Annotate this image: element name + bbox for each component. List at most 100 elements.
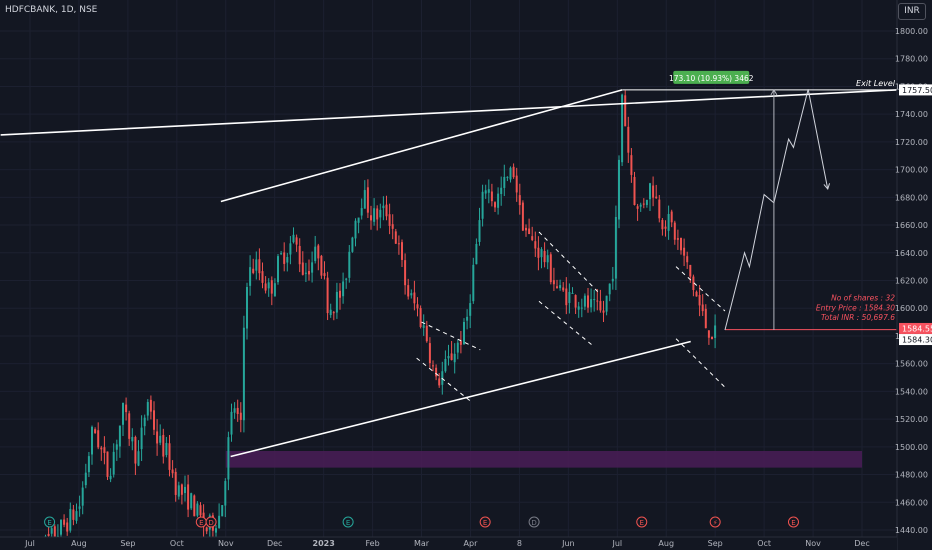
- candle: [444, 350, 447, 373]
- candle: [97, 422, 100, 450]
- candle: [596, 289, 599, 311]
- candle: [701, 294, 704, 316]
- candle-body: [565, 288, 568, 306]
- candle: [149, 395, 152, 420]
- candle-body: [298, 245, 301, 265]
- candle: [652, 176, 655, 207]
- candle-body: [667, 214, 670, 231]
- candle: [112, 443, 115, 478]
- candle: [469, 294, 472, 329]
- event-marker-glyph: E: [791, 519, 795, 527]
- candle: [692, 274, 695, 297]
- candle-body: [246, 287, 248, 329]
- candle-body: [193, 495, 196, 517]
- candle-body: [552, 280, 555, 285]
- candle: [218, 503, 221, 529]
- x-tick-label: Oct: [170, 539, 184, 548]
- candle: [103, 436, 106, 465]
- candle-body: [676, 238, 679, 240]
- candle-body: [66, 522, 69, 532]
- candle: [177, 481, 180, 500]
- candle: [512, 163, 515, 179]
- candle-body: [509, 167, 512, 180]
- candle-body: [301, 262, 304, 275]
- candle: [304, 262, 307, 283]
- demand-zone: [225, 450, 862, 468]
- candle: [357, 217, 360, 234]
- event-marker-icon: ⚡: [709, 516, 721, 528]
- candle-body: [131, 436, 134, 442]
- event-marker-icon: D: [205, 516, 217, 528]
- candle: [450, 341, 453, 361]
- candle: [292, 227, 295, 244]
- candle-body: [475, 243, 478, 265]
- gain-label: 173.10 (10.93%) 3462: [669, 74, 754, 83]
- candle: [649, 182, 651, 211]
- event-marker-glyph: E: [346, 519, 350, 527]
- candle-body: [611, 278, 614, 282]
- trendline: [230, 340, 691, 458]
- candle-body: [419, 308, 422, 327]
- candle-body: [227, 437, 230, 480]
- candle-body: [345, 278, 348, 280]
- candle: [187, 474, 190, 518]
- candle: [137, 440, 140, 467]
- candle: [81, 481, 84, 515]
- candle-body: [106, 451, 109, 477]
- candle-body: [692, 276, 695, 291]
- candle: [153, 401, 155, 436]
- candle: [100, 445, 103, 461]
- candle: [308, 259, 310, 281]
- candle-body: [534, 241, 537, 249]
- candle-body: [323, 273, 326, 276]
- candle-body: [711, 336, 713, 339]
- candle-body: [264, 283, 267, 291]
- candle: [84, 463, 87, 489]
- candle-body: [525, 227, 527, 231]
- candle: [680, 237, 682, 255]
- currency-button[interactable]: INR: [898, 3, 926, 20]
- candle-body: [658, 199, 661, 219]
- candle-body: [289, 243, 292, 255]
- event-marker-glyph: D: [531, 519, 536, 527]
- candle-body: [326, 277, 329, 314]
- candle-body: [187, 484, 190, 510]
- x-tick-label: Oct: [757, 539, 771, 548]
- y-tick-label: 1620.00: [895, 277, 928, 286]
- event-marker-glyph: E: [47, 519, 51, 527]
- candle-body: [304, 272, 307, 274]
- candle-body: [84, 472, 87, 486]
- candle: [525, 224, 527, 237]
- candle: [568, 283, 571, 314]
- candle-body: [317, 245, 320, 259]
- candle: [428, 337, 431, 368]
- candle-body: [463, 321, 465, 345]
- candle: [484, 184, 487, 199]
- x-tick-label: Aug: [658, 539, 674, 548]
- price-tag-label: 1584.55: [902, 324, 932, 333]
- candle: [608, 283, 611, 302]
- candle-body: [642, 203, 645, 205]
- y-tick-label: 1720.00: [895, 138, 928, 147]
- candles: [29, 90, 717, 550]
- candle-body: [447, 356, 450, 359]
- candle: [407, 278, 410, 300]
- candle-body: [115, 444, 118, 450]
- candle: [599, 289, 602, 313]
- candle: [447, 344, 450, 366]
- candle: [249, 255, 252, 296]
- candle-body: [494, 202, 496, 208]
- candle-body: [153, 410, 155, 430]
- candle-body: [218, 515, 221, 528]
- candle-body: [413, 292, 416, 304]
- candle: [394, 228, 397, 245]
- candle: [404, 253, 407, 295]
- candle: [109, 468, 112, 483]
- candle: [221, 505, 224, 517]
- candle-body: [590, 299, 593, 308]
- x-tick-label: Dec: [854, 539, 869, 548]
- candle: [605, 295, 608, 316]
- candle: [627, 116, 630, 163]
